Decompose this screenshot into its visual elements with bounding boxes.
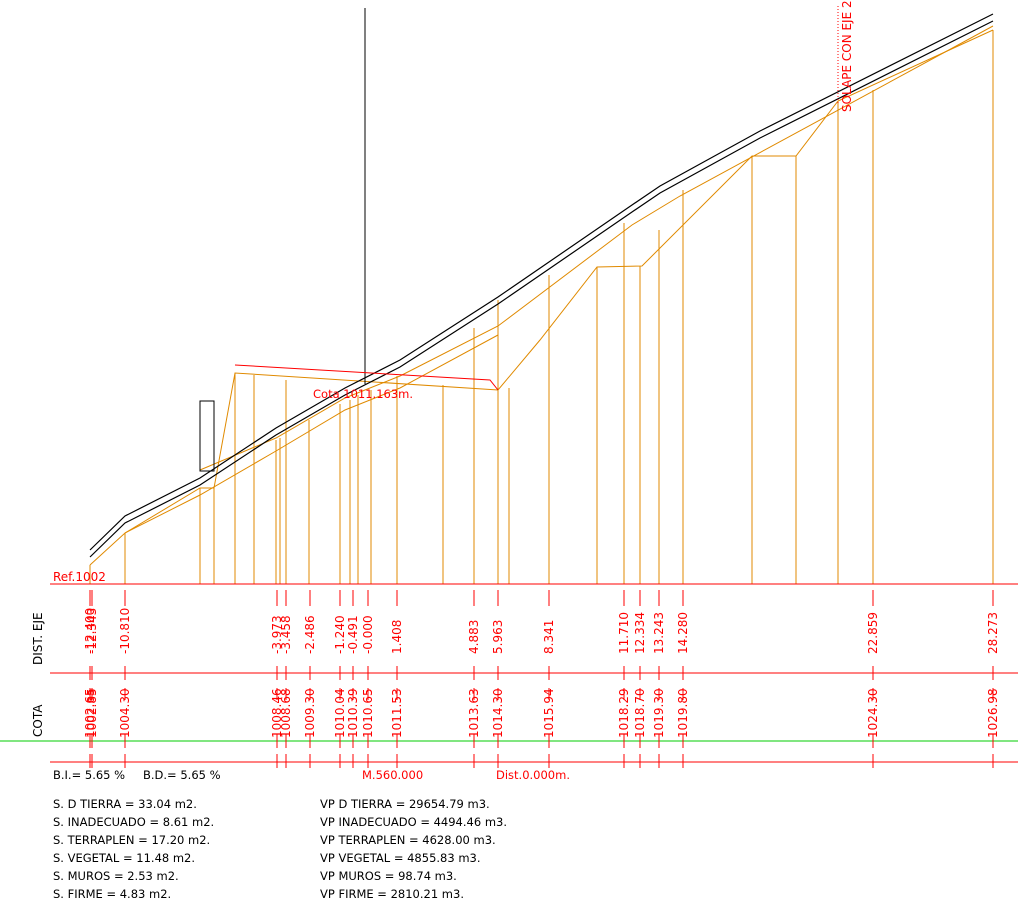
dist-value: -10.810 — [118, 608, 132, 654]
cota-value: 1008.68 — [279, 688, 293, 738]
cota-line — [234, 364, 499, 391]
wall-structure — [199, 400, 215, 472]
dist-value: 13.243 — [652, 612, 666, 654]
surface-row: S. D TIERRA = 33.04 m2. — [53, 797, 197, 811]
dist-value: 4.883 — [467, 620, 481, 654]
cota-value: 1015.94 — [542, 688, 556, 738]
m-label: M.560.000 — [362, 768, 423, 782]
bd-label: B.D.= 5.65 % — [143, 768, 221, 782]
dist-value: 12.334 — [633, 612, 647, 654]
dist-row-label: DIST. EJE — [31, 612, 45, 665]
cota-value: 1010.39 — [346, 688, 360, 738]
dist-value: -12.400 — [83, 608, 97, 654]
volume-row: VP INADECUADO = 4494.46 m3. — [320, 815, 507, 829]
ground-profile-top — [89, 13, 994, 551]
volumes-table: VP D TIERRA = 29654.79 m3. VP INADECUADO … — [320, 797, 507, 901]
cota-label: Cota 1011.163m. — [313, 387, 413, 401]
dist-value: 5.963 — [491, 620, 505, 654]
cota-value: 1010.65 — [361, 688, 375, 738]
layer-line-upper — [199, 25, 994, 471]
solape-label: SOLAPE CON EJE 2 — [840, 0, 854, 112]
dist-value: 14.280 — [676, 612, 690, 654]
surfaces-table: S. D TIERRA = 33.04 m2. S. INADECUADO = 8… — [53, 797, 214, 901]
cota-value: 1002.65 — [83, 688, 97, 738]
surface-row: S. MUROS = 2.53 m2. — [53, 869, 179, 883]
ground-profile-bottom — [89, 20, 994, 558]
section-verticals — [89, 30, 994, 584]
dist-value: -3.973 — [270, 615, 284, 654]
dist-value: -2.486 — [303, 615, 317, 654]
dist-value: 28.273 — [986, 612, 1000, 654]
cota-value: 1013.63 — [467, 688, 481, 738]
surface-row: S. FIRME = 4.83 m2. — [53, 887, 171, 901]
dist-value: -12.343 — [85, 608, 99, 654]
cota-value: 1019.30 — [652, 688, 666, 738]
subgrade-line — [89, 29, 994, 566]
cota-value: 1002.85 — [85, 688, 99, 738]
volume-row: VP TERRAPLEN = 4628.00 m3. — [320, 833, 496, 847]
volume-row: VP MUROS = 98.74 m3. — [320, 869, 457, 883]
layer-line-lower — [124, 334, 499, 534]
cota-value: 1026.98 — [986, 688, 1000, 738]
cota-row-label: COTA — [31, 704, 45, 737]
dist-value: 22.859 — [866, 612, 880, 654]
volume-row: VP FIRME = 2810.21 m3. — [320, 887, 464, 901]
volume-row: VP VEGETAL = 4855.83 m3. — [320, 851, 481, 865]
cota-value: 1014.30 — [491, 688, 505, 738]
cota-value: 1011.53 — [390, 688, 404, 738]
dist-value: -0.491 — [346, 615, 360, 654]
cota-value: 1024.30 — [866, 688, 880, 738]
dist-value: -0.000 — [361, 615, 375, 654]
cota-value: 1008.46 — [270, 688, 284, 738]
cota-value: 1004.30 — [118, 688, 132, 738]
dist-labels: -12.400-12.343 -10.810 -3.973-3.458 -2.486 -… — [83, 608, 1000, 654]
dist-value: -3.458 — [279, 615, 293, 654]
cota-value: 1018.29 — [617, 688, 631, 738]
volume-row: VP D TIERRA = 29654.79 m3. — [320, 797, 490, 811]
surface-row: S. VEGETAL = 11.48 m2. — [53, 851, 195, 865]
cota-value: 1009.30 — [303, 688, 317, 738]
bi-label: B.I.= 5.65 % — [53, 768, 125, 782]
surface-row: S. TERRAPLEN = 17.20 m2. — [53, 833, 210, 847]
dist-label: Dist.0.000m. — [496, 768, 570, 782]
cota-value: 1018.70 — [633, 688, 647, 738]
dist-value: 11.710 — [617, 612, 631, 654]
dist-value: 8.341 — [542, 620, 556, 654]
cota-value: 1010.04 — [333, 688, 347, 738]
cota-value: 1019.80 — [676, 688, 690, 738]
surface-row: S. INADECUADO = 8.61 m2. — [53, 815, 214, 829]
dist-value: -1.240 — [333, 615, 347, 654]
dist-value: 1.408 — [390, 620, 404, 654]
ref-label: Ref.1002 — [53, 570, 106, 584]
